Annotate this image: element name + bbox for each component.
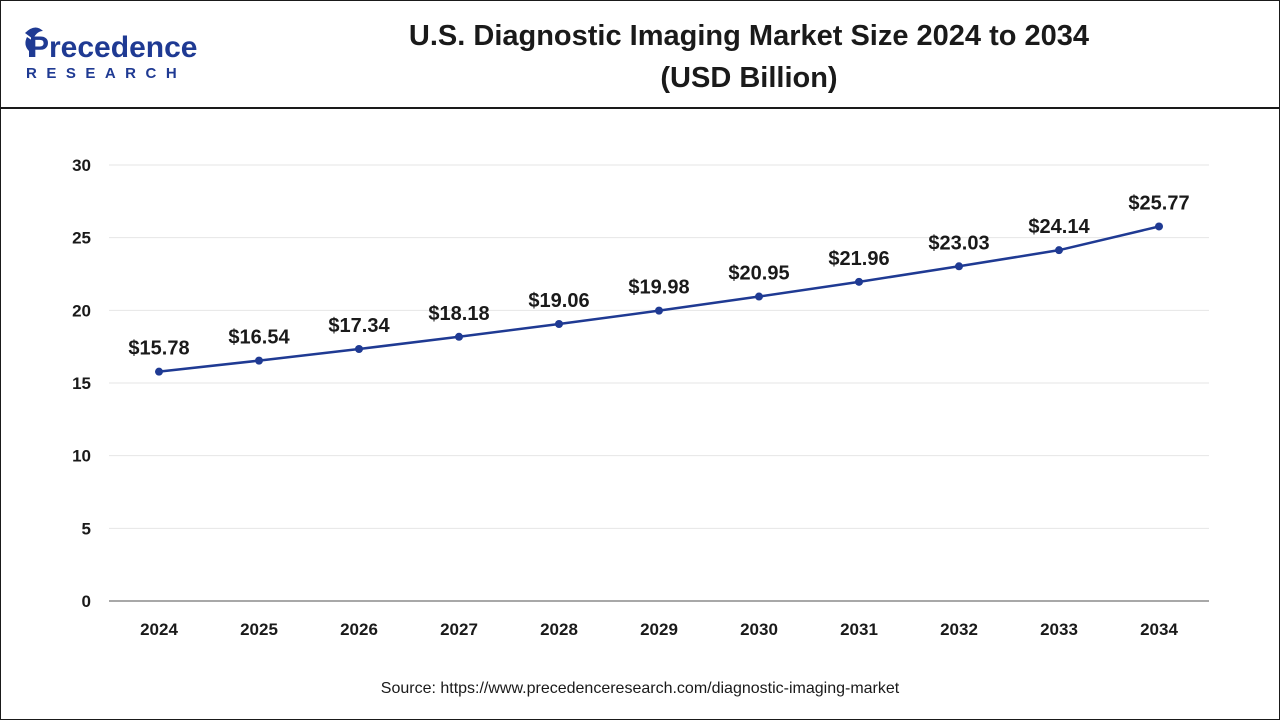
chart-title: U.S. Diagnostic Imaging Market Size 2024… — [301, 15, 1197, 99]
data-point — [255, 356, 263, 365]
data-label: $23.03 — [928, 232, 989, 254]
data-label: $20.95 — [728, 263, 789, 285]
y-tick-label: 5 — [82, 519, 91, 538]
data-point — [455, 332, 463, 341]
x-tick-label: 2031 — [840, 620, 878, 639]
y-tick-label: 25 — [72, 229, 91, 248]
x-tick-label: 2029 — [640, 620, 678, 639]
data-label: $24.14 — [1028, 216, 1090, 238]
data-point — [655, 306, 663, 315]
x-tick-label: 2033 — [1040, 620, 1078, 639]
chart-title-line2: (USD Billion) — [660, 62, 838, 94]
data-point — [1155, 222, 1163, 231]
data-point — [355, 344, 363, 353]
data-label: $17.34 — [328, 315, 390, 337]
x-tick-label: 2025 — [240, 620, 278, 639]
data-point — [855, 277, 863, 286]
x-tick-label: 2027 — [440, 620, 478, 639]
x-tick-label: 2028 — [540, 620, 578, 639]
y-tick-label: 30 — [72, 156, 91, 175]
x-tick-label: 2034 — [1140, 620, 1178, 639]
series-line — [158, 225, 1160, 373]
data-label: $18.18 — [428, 303, 489, 325]
x-tick-label: 2032 — [940, 620, 978, 639]
series-layer — [155, 222, 1163, 376]
data-label: $21.96 — [828, 248, 889, 270]
data-point — [1055, 246, 1063, 255]
chart-title-line1: U.S. Diagnostic Imaging Market Size 2024… — [408, 20, 1090, 52]
data-point — [955, 262, 963, 271]
source-note: Source: https://www.precedenceresearch.c… — [380, 680, 900, 697]
label-layer: $15.78 $16.54 $17.34 $18.18 $19.06 $19.98 $20.… — [128, 192, 1189, 359]
grid-layer — [109, 164, 1209, 529]
data-label: $19.98 — [628, 277, 689, 299]
data-point — [555, 319, 563, 328]
x-tick-label: 2030 — [740, 620, 778, 639]
logo-main-text: Precedence — [29, 31, 197, 64]
data-label: $15.78 — [128, 338, 189, 360]
x-tick-label: 2024 — [140, 620, 178, 639]
data-point — [755, 292, 763, 301]
data-label: $19.06 — [528, 290, 589, 312]
data-label: $25.77 — [1128, 192, 1189, 214]
y-tick-label: 20 — [72, 301, 91, 320]
data-label: $16.54 — [228, 327, 290, 349]
y-tick-label: 0 — [82, 592, 91, 611]
y-tick-label: 15 — [72, 374, 91, 393]
header: Precedence RESEARCH U.S. Diagnostic Imag… — [1, 1, 1279, 109]
y-tick-label: 10 — [72, 447, 91, 466]
data-point — [155, 367, 163, 376]
x-tick-label: 2026 — [340, 620, 378, 639]
logo-sub-text: RESEARCH — [26, 65, 186, 82]
precedence-research-logo: Precedence RESEARCH — [25, 27, 197, 82]
